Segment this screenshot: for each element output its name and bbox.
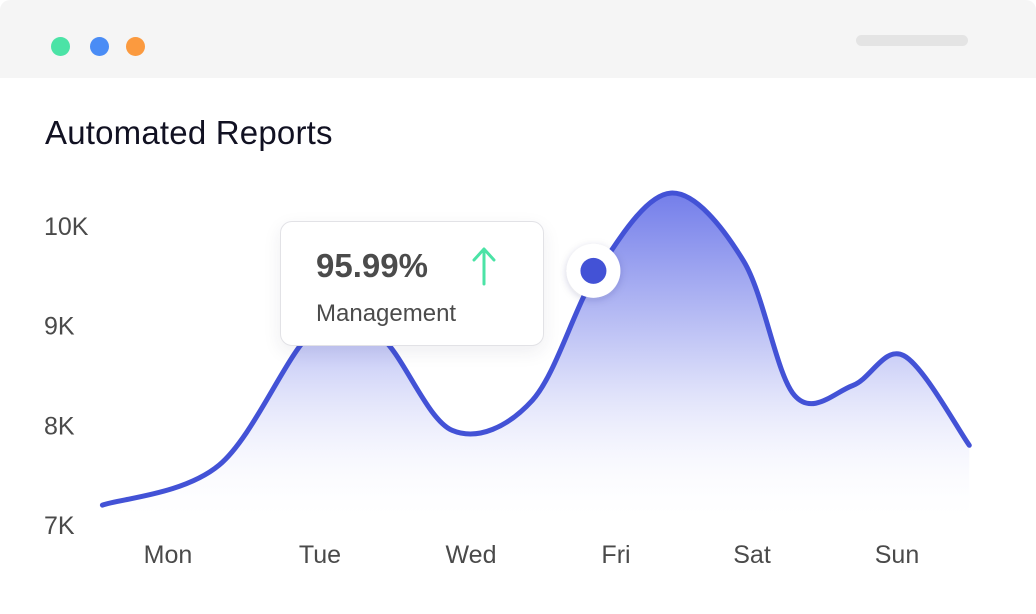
window-titlebar xyxy=(0,0,1036,78)
chart-title: Automated Reports xyxy=(45,114,333,151)
arrow-up-icon xyxy=(472,247,496,286)
marker-point[interactable] xyxy=(580,257,607,284)
y-tick-label: 7K xyxy=(44,512,75,540)
window-close-dot[interactable] xyxy=(51,37,70,56)
window-minimize-dot[interactable] xyxy=(90,37,109,56)
y-axis-ticks: 7K 8K 9K 10K xyxy=(44,213,89,540)
x-tick-label: Tue xyxy=(299,541,341,569)
y-tick-label: 10K xyxy=(44,213,89,241)
tooltip-label: Management xyxy=(316,300,457,327)
y-tick-label: 8K xyxy=(44,412,75,440)
x-tick-label: Fri xyxy=(601,541,630,569)
x-axis-ticks: Mon Tue Wed Fri Sat Sun xyxy=(144,541,920,569)
x-tick-label: Mon xyxy=(144,541,193,569)
tooltip-value: 95.99% xyxy=(316,247,428,284)
x-tick-label: Sat xyxy=(733,541,771,569)
highlight-marker[interactable] xyxy=(566,243,621,298)
series-area xyxy=(102,193,970,525)
window-maximize-dot[interactable] xyxy=(126,37,145,56)
x-tick-label: Wed xyxy=(446,541,497,569)
tooltip-card: 95.99% Management xyxy=(280,221,544,346)
x-tick-label: Sun xyxy=(875,541,919,569)
titlebar-placeholder-bar xyxy=(856,35,968,46)
y-tick-label: 9K xyxy=(44,313,75,341)
